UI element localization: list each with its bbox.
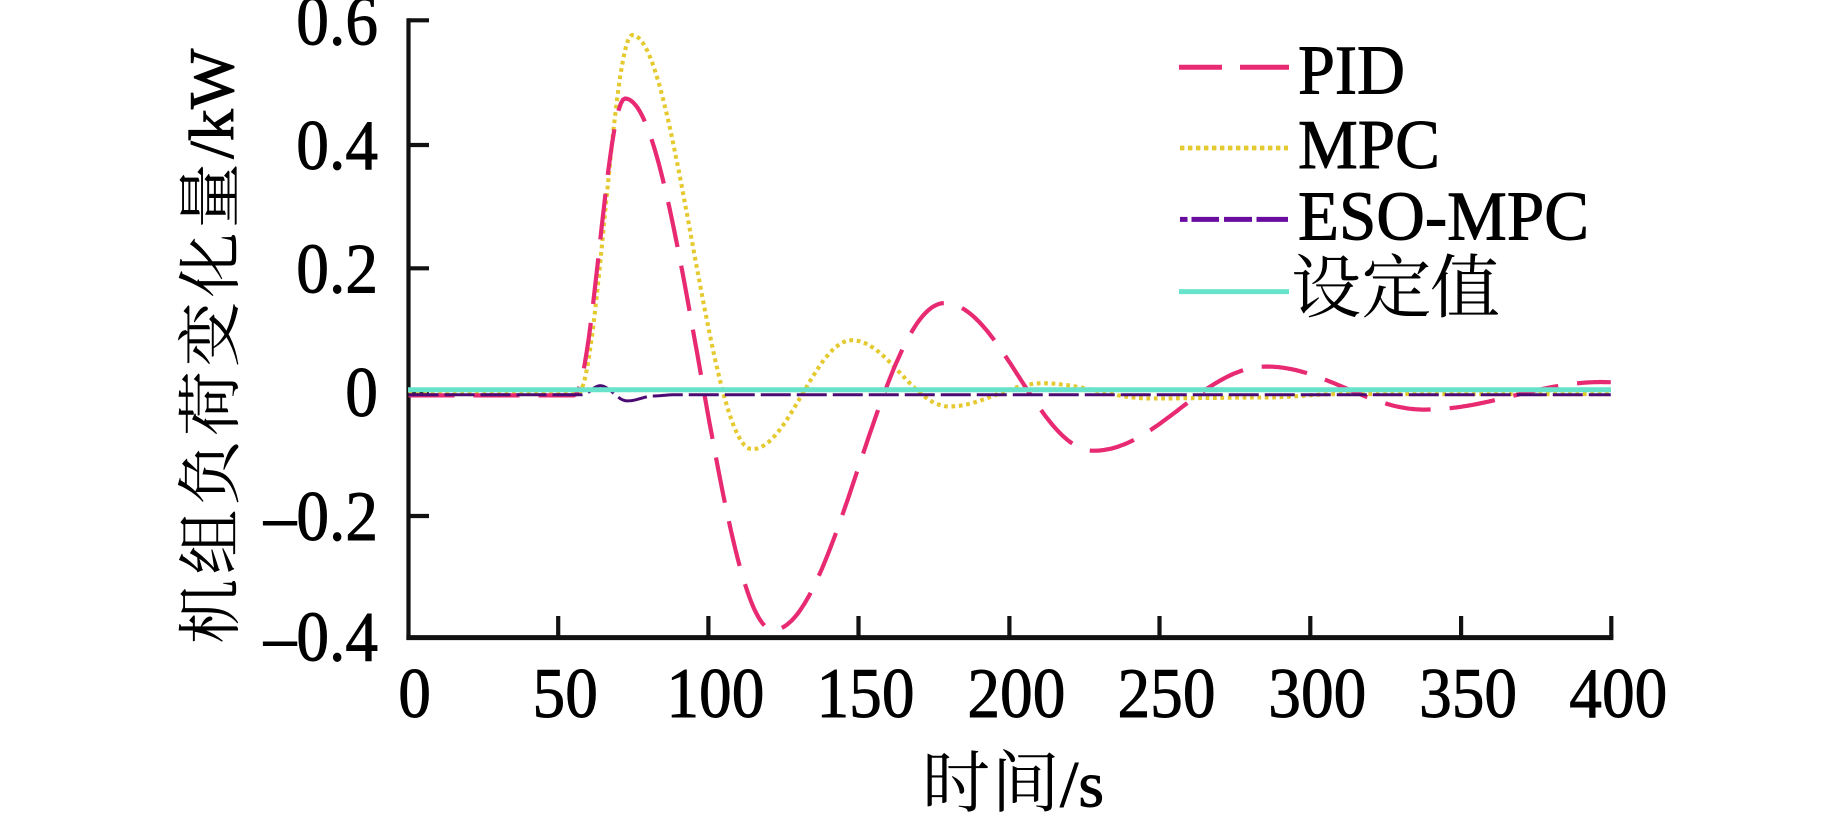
svg-text:0.6: 0.6 xyxy=(296,0,378,61)
svg-text:250: 250 xyxy=(1118,655,1216,733)
svg-text:0.2: 0.2 xyxy=(296,231,378,309)
svg-text:350: 350 xyxy=(1419,655,1517,733)
svg-text:200: 200 xyxy=(967,655,1065,733)
svg-text:–0.2: –0.2 xyxy=(263,478,378,556)
svg-text:0: 0 xyxy=(345,354,378,432)
svg-text:400: 400 xyxy=(1569,655,1667,733)
svg-text:/kW: /kW xyxy=(176,48,247,159)
svg-text:100: 100 xyxy=(666,655,764,733)
svg-text:PID: PID xyxy=(1298,33,1405,110)
svg-text:50: 50 xyxy=(533,655,598,733)
svg-text:ESO-MPC: ESO-MPC xyxy=(1298,179,1589,256)
svg-text:0.4: 0.4 xyxy=(296,107,378,185)
svg-text:150: 150 xyxy=(817,655,915,733)
svg-text:MPC: MPC xyxy=(1298,107,1440,184)
svg-text:0: 0 xyxy=(398,655,431,733)
svg-text:–0.4: –0.4 xyxy=(263,599,378,677)
svg-text:300: 300 xyxy=(1268,655,1366,733)
svg-text:/s: /s xyxy=(1060,749,1104,814)
